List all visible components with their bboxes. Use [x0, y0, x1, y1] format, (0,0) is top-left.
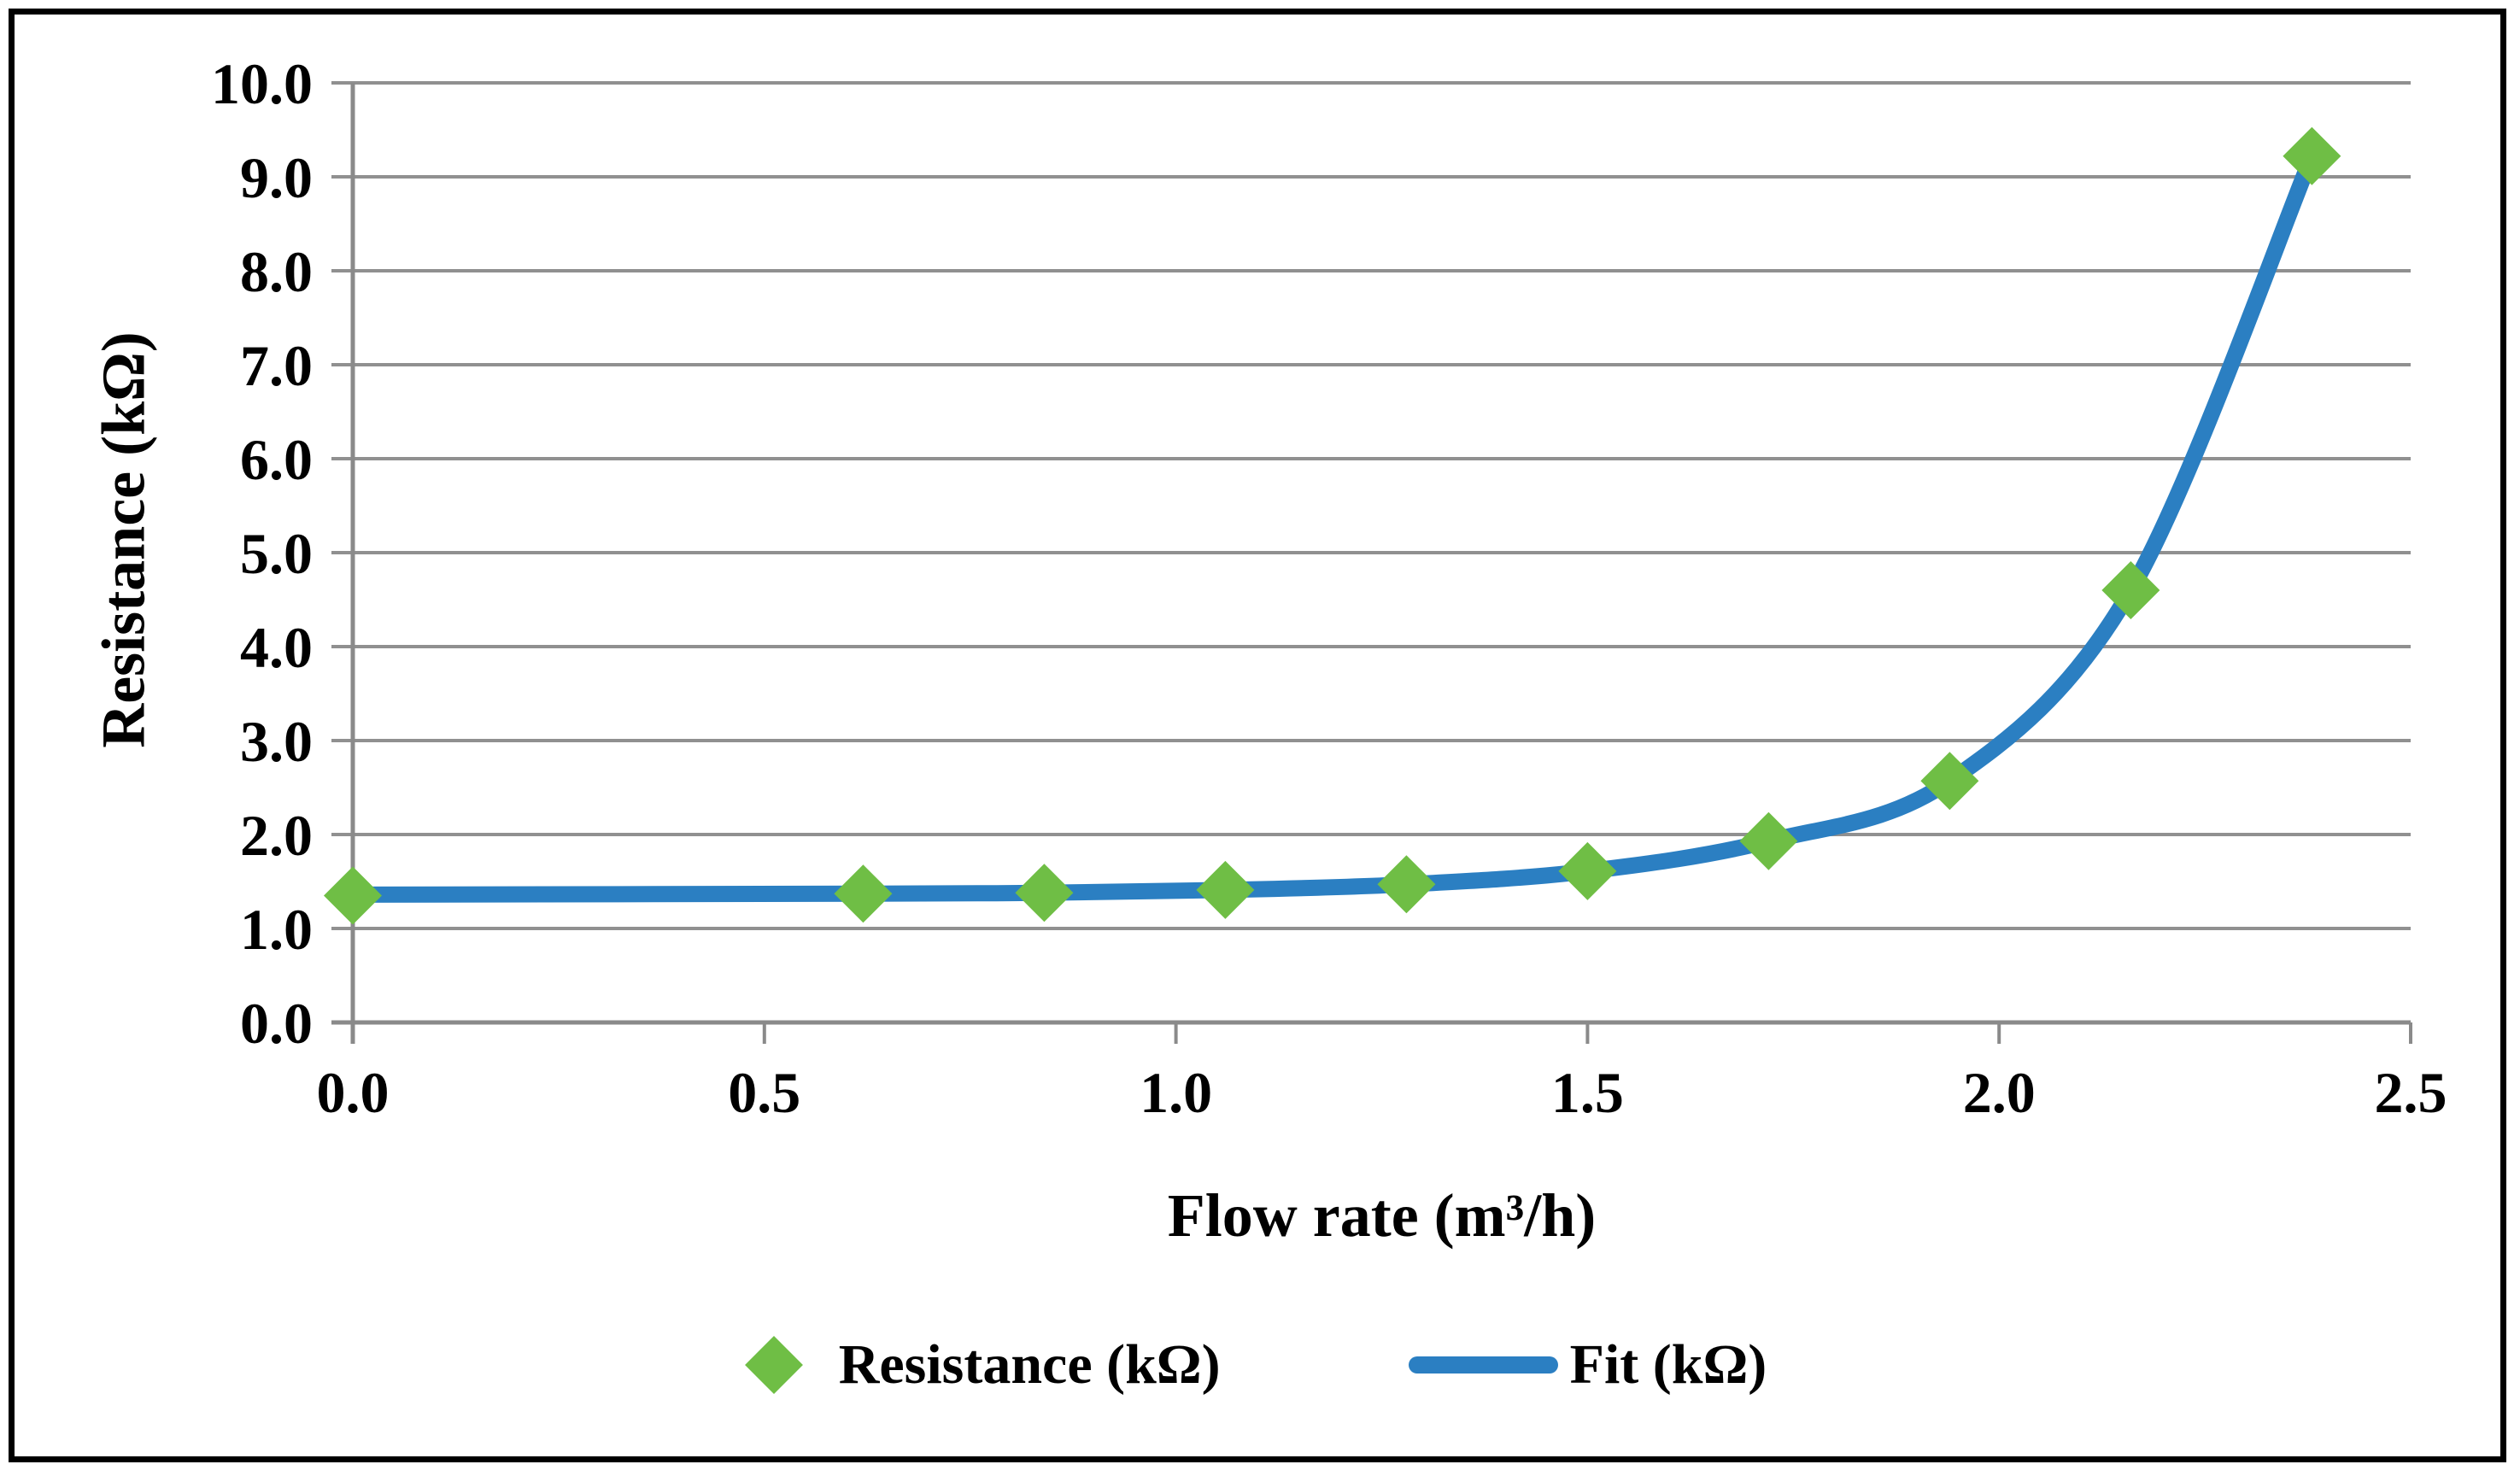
- fit-line: [344, 148, 2320, 903]
- x-tick-label: 1.5: [1551, 1060, 1624, 1125]
- y-tick-label: 6.0: [240, 427, 313, 492]
- figure-border: [9, 9, 2506, 1462]
- resistance-data-point: [324, 866, 382, 925]
- legend-label-fit: Fit (kΩ): [1569, 1333, 1767, 1396]
- legend-item-resistance: Resistance (kΩ): [744, 1332, 1221, 1397]
- y-axis-title: Resistance (kΩ): [89, 331, 158, 748]
- x-tick-label: 2.0: [1963, 1060, 2036, 1125]
- x-tick-label: 0.5: [728, 1060, 800, 1125]
- resistance-data-point: [1558, 841, 1617, 900]
- y-tick-label: 2.0: [240, 803, 313, 868]
- y-tick-label: 0.0: [240, 991, 313, 1056]
- legend: Resistance (kΩ) Fit (kΩ): [0, 1332, 2520, 1397]
- y-tick-label: 3.0: [240, 709, 313, 774]
- y-tick-label: 9.0: [240, 145, 313, 210]
- y-tick-label: 4.0: [240, 615, 313, 680]
- y-tick-label: 1.0: [240, 897, 313, 962]
- y-tick-label: 10.0: [211, 51, 313, 116]
- legend-label-resistance: Resistance (kΩ): [838, 1333, 1221, 1396]
- resistance-data-point: [1920, 752, 1979, 811]
- line-swatch-icon: [1408, 1356, 1558, 1374]
- y-tick-label: 7.0: [240, 333, 313, 398]
- x-axis-title: Flow rate (m³/h): [1167, 1181, 1597, 1250]
- resistance-data-point: [834, 864, 893, 923]
- x-tick-label: 1.0: [1140, 1060, 1212, 1125]
- resistance-data-point: [1739, 811, 1798, 870]
- x-tick-label: 0.0: [317, 1060, 390, 1125]
- x-tick-label: 2.5: [2375, 1060, 2447, 1125]
- resistance-data-point: [2101, 561, 2160, 619]
- y-tick-label: 8.0: [240, 239, 313, 304]
- resistance-data-point: [2283, 126, 2341, 185]
- resistance-data-point: [1015, 864, 1074, 922]
- resistance-data-point: [1377, 855, 1436, 914]
- y-tick-label: 5.0: [240, 521, 313, 586]
- diamond-marker-icon: [744, 1336, 803, 1394]
- legend-item-fit: Fit (kΩ): [1408, 1332, 1767, 1397]
- resistance-data-point: [1196, 860, 1255, 919]
